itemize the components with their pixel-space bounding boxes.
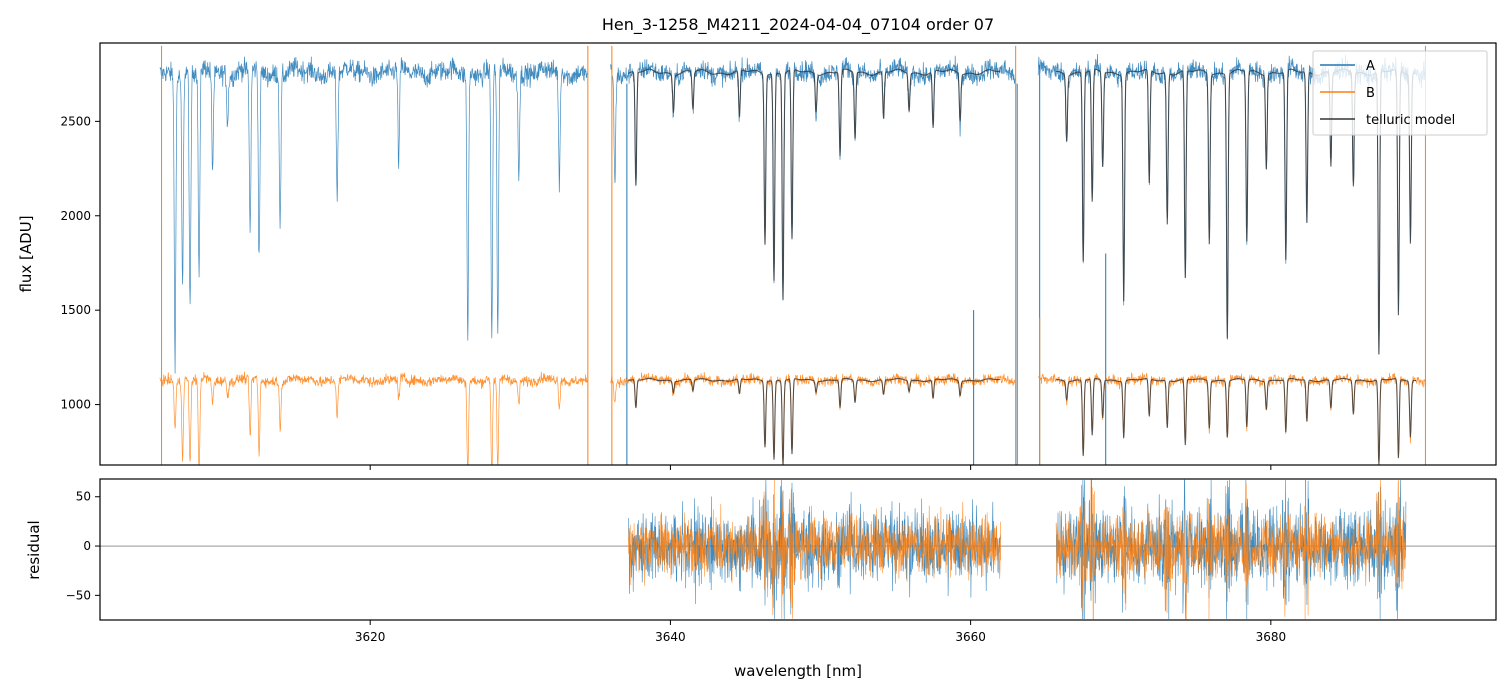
top-y-ticks: 1000 1500 2000 2500 xyxy=(60,114,100,412)
chart-title: Hen_3-1258_M4211_2024-04-04_07104 order … xyxy=(602,15,994,35)
bottom-x-ticks-label-3: 3680 xyxy=(1256,630,1287,644)
legend-label-model: telluric model xyxy=(1366,113,1455,128)
series-b-segment-1 xyxy=(610,371,1016,464)
bottom-axes-frame xyxy=(99,478,1497,621)
legend: A B telluric model xyxy=(1312,50,1488,136)
top-y-axis-label: flux [ADU] xyxy=(17,215,35,292)
telluric-model-a-segment-0 xyxy=(628,68,1001,301)
bottom-panel: −50 0 50 3620 3640 3660 3680 residual wavelen… xyxy=(25,478,1497,680)
top-y-ticks-label-2: 2000 xyxy=(60,209,91,223)
bottom-x-ticks: 3620 3640 3660 3680 xyxy=(355,620,1286,644)
series-b xyxy=(159,45,1426,465)
top-plot-area xyxy=(159,45,1426,465)
top-x-ticks xyxy=(369,465,1272,470)
bottom-x-ticks-label-2: 3660 xyxy=(955,630,986,644)
top-panel: 1000 1500 2000 2500 flux [ADU] xyxy=(17,42,1497,470)
series-b-segment-0 xyxy=(159,371,588,465)
bottom-y-ticks-label-1: 0 xyxy=(83,539,91,553)
series-a-segment-1 xyxy=(610,55,1016,299)
top-y-ticks-label-1: 1500 xyxy=(60,303,91,317)
bottom-plot-area xyxy=(100,479,1496,620)
bottom-x-ticks-label-1: 3640 xyxy=(655,630,686,644)
series-telluric-model xyxy=(628,68,1417,465)
top-y-ticks-label-3: 2500 xyxy=(60,114,91,128)
telluric-model-b-segment-0 xyxy=(628,377,1001,465)
residual-b-segment-1 xyxy=(1055,479,1407,620)
legend-label-b: B xyxy=(1366,86,1375,101)
legend-frame xyxy=(1312,50,1488,136)
bottom-y-ticks-label-0: −50 xyxy=(66,588,91,602)
bottom-y-ticks: −50 0 50 xyxy=(66,490,100,602)
bottom-x-ticks-label-0: 3620 xyxy=(355,630,386,644)
top-y-ticks-label-0: 1000 xyxy=(60,398,91,412)
bottom-y-ticks-label-2: 50 xyxy=(76,490,91,504)
bottom-y-axis-label: residual xyxy=(25,520,43,579)
top-axes-frame xyxy=(99,42,1497,466)
residual-b-segment-0 xyxy=(628,479,1001,620)
telluric-model-b-segment-1 xyxy=(1056,377,1417,465)
series-b-segment-2 xyxy=(1037,372,1426,463)
series-a-segment-0 xyxy=(159,56,588,374)
legend-label-a: A xyxy=(1366,59,1375,74)
residual-a-segment-0 xyxy=(628,479,1001,620)
x-axis-label: wavelength [nm] xyxy=(734,662,862,680)
residual-b xyxy=(628,479,1407,620)
